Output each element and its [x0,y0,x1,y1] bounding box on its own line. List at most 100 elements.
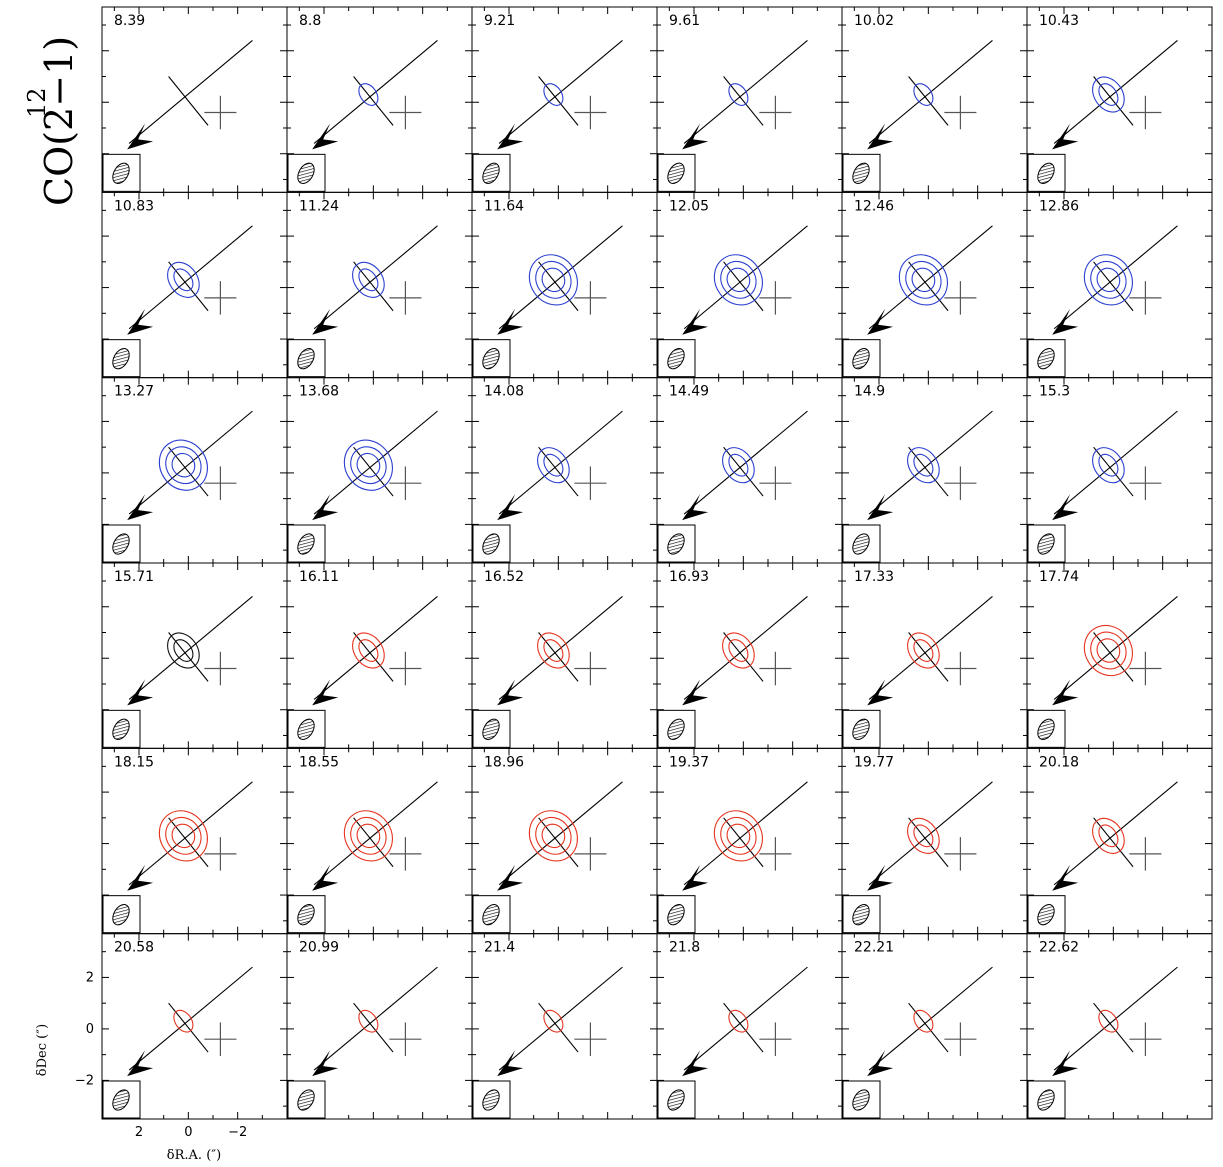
channel-velocity-label: 17.33 [854,569,894,585]
beam-ellipse [852,718,870,740]
emission-contour [352,261,385,298]
emission-contour [171,452,196,478]
disk-axis-line [1093,817,1134,868]
channel-panel: 10.83 [101,191,288,379]
beam-ellipse [112,1089,130,1111]
channel-panel: 10.43 [1026,6,1213,193]
emission-contour [728,1009,749,1033]
emission-contour [1092,817,1125,854]
beam-box [1027,339,1066,378]
channel-panel: 9.21 [471,6,658,193]
x-tick-label: −2 [228,1125,247,1140]
emission-contour [528,810,578,862]
outflow-arrow-head [682,308,709,335]
channel-velocity-label: 19.37 [669,754,709,770]
emission-contour [1098,824,1119,848]
channel-velocity-label: 9.61 [669,13,700,29]
emission-contour [171,823,196,849]
disk-axis-line [168,1002,209,1053]
disk-axis-line [353,76,394,126]
channel-panel: 13.27 [101,377,288,564]
channel-panel: 16.93 [656,562,843,749]
channel-panel: 16.11 [286,562,473,749]
outflow-axis-line [683,781,808,886]
outflow-axis-line [128,781,253,886]
y-tick-label: 2 [86,970,94,985]
channel-panel: 15.3 [1026,377,1213,564]
outflow-arrow-head [867,494,894,521]
beam-ellipse [482,718,500,740]
disk-axis-line [538,446,579,497]
beam-ellipse [852,348,870,370]
outflow-arrow-head [497,308,524,335]
emission-contour [722,632,755,669]
beam-ellipse [297,162,315,184]
channel-panel: 18.55 [286,747,473,935]
channel-panel: 12.05 [656,191,843,379]
channel-panel: 11.64 [471,191,658,379]
emission-contour [1092,76,1125,113]
emission-contour [537,632,570,669]
beam-ellipse [112,904,130,926]
disk-axis-line [353,1002,394,1053]
channel-velocity-label: 14.49 [669,384,709,400]
disk-axis-line [908,632,949,682]
outflow-arrow-head [312,308,339,335]
disk-axis-line [723,446,764,497]
channel-velocity-label: 15.71 [114,569,154,585]
emission-contour [907,632,940,669]
outflow-arrow-head [1052,1050,1079,1077]
emission-contour [907,447,940,484]
outflow-axis-line [868,225,993,330]
beam-ellipse [297,533,315,555]
channel-panel: 13.68 [286,377,473,564]
molecule-mass-superscript: 12 [23,87,51,118]
channel-velocity-label: 16.52 [484,569,524,585]
emission-contour [173,268,194,292]
outflow-axis-line [498,781,623,886]
disk-axis-line [168,76,209,126]
emission-contour [1090,260,1127,299]
emission-contour [356,823,381,849]
outflow-arrow-head [1052,679,1079,706]
channel-velocity-label: 21.8 [669,940,700,956]
outflow-axis-line [313,781,438,886]
channel-panel: 19.77 [841,747,1028,935]
beam-ellipse [297,718,315,740]
disk-axis-line [538,76,579,126]
channel-velocity-label: 8.8 [299,13,321,29]
disk-axis-line [1093,261,1134,312]
channel-panel: 18.15 [101,747,288,935]
channel-panel: 20.99 [286,933,473,1120]
outflow-arrow-head [1052,123,1079,150]
channel-panel: 8.8 [286,6,473,193]
emission-contour [911,267,936,293]
beam-ellipse [1037,348,1055,370]
emission-contour [913,639,934,662]
outflow-arrow-head [497,864,524,891]
disk-axis-line [908,76,949,126]
disk-axis-line [723,817,764,868]
emission-contour [528,254,578,306]
disk-axis-line [353,632,394,682]
channel-panel: 12.86 [1026,191,1213,379]
channel-velocity-label: 11.24 [299,198,339,214]
disk-axis-line [908,446,949,497]
emission-contour [913,824,934,848]
beam-ellipse [297,348,315,370]
emission-contour [165,446,202,485]
channel-velocity-label: 18.96 [484,754,524,770]
outflow-arrow-head [867,308,894,335]
x-tick-label: 2 [135,1125,143,1140]
emission-contour [543,639,564,662]
emission-contour [1092,447,1125,484]
beam-ellipse [112,533,130,555]
outflow-arrow-head [1052,864,1079,891]
outflow-arrow-head [682,679,709,706]
channel-velocity-label: 9.21 [484,13,515,29]
outflow-arrow-head [497,494,524,521]
beam-ellipse [852,1089,870,1111]
channel-velocity-label: 21.4 [484,940,515,956]
channel-velocity-label: 22.21 [854,940,894,956]
emission-contour [358,639,379,662]
